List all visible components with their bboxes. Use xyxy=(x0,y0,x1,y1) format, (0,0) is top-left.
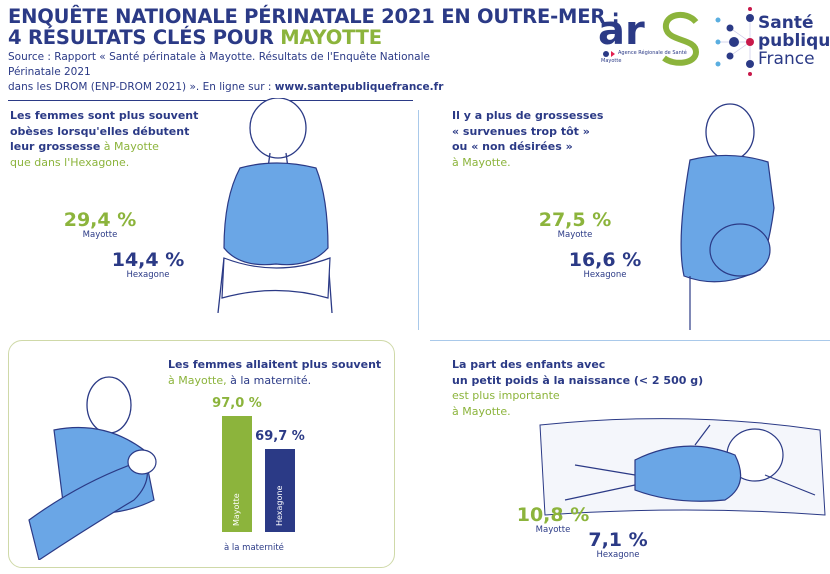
obesity-line-3-bold: leur grossesse xyxy=(10,140,101,153)
breastfeeding-line-1: Les femmes allaitent plus souvent xyxy=(168,358,382,371)
obesity-line-3-green: à Mayotte xyxy=(100,140,159,153)
chart-x-label: à la maternité xyxy=(224,543,284,553)
spf-line-1: Santé xyxy=(758,13,814,33)
birthweight-line-4: à Mayotte. xyxy=(452,404,511,418)
pregnancy-mayotte-stat: 27,5 % Mayotte xyxy=(535,210,615,240)
spf-line-2: publique xyxy=(758,31,830,51)
pregnancy-line-3: ou « non désirées » xyxy=(452,140,573,153)
stat-value: 29,4 % xyxy=(63,209,137,231)
obesity-line-2: obèses lorsqu'elles débutent xyxy=(10,124,190,138)
spf-logo-text: Santé publique France xyxy=(758,14,830,68)
bar-hexagone-label: Hexagone xyxy=(275,485,284,526)
breastfeeding-green: à Mayotte, xyxy=(168,373,227,387)
bar-mayotte: 97,0 % Mayotte xyxy=(212,396,262,532)
breastfeeding-plain: à la maternité. xyxy=(226,373,312,387)
title-line-2: 4 RÉSULTATS CLÉS POUR MAYOTTE xyxy=(8,27,619,48)
stat-value: 16,6 % xyxy=(568,249,642,271)
panel-breastfeeding-text: Les femmes allaitent plus souvent à Mayo… xyxy=(168,357,381,388)
stat-value: 14,4 % xyxy=(111,249,185,271)
obesity-line-3: leur grossesse à Mayotte xyxy=(10,139,198,155)
source-line-1: Source : Rapport « Santé périnatale à Ma… xyxy=(8,51,430,78)
birthweight-hexagone-stat: 7,1 % Hexagone xyxy=(578,530,658,560)
spf-logo-dots xyxy=(715,7,754,76)
header-divider xyxy=(8,100,413,101)
baby-illustration xyxy=(539,418,826,516)
source-line-2: dans les DROM (ENP-DROM 2021) ». En lign… xyxy=(8,80,448,95)
ars-region: Mayotte xyxy=(601,58,622,64)
source-line-2-text: dans les DROM (ENP-DROM 2021) ». En lign… xyxy=(8,81,275,93)
pregnancy-line-1: Il y a plus de grossesses xyxy=(452,109,604,122)
obesity-line-4: que dans l'Hexagone. xyxy=(10,155,130,169)
panel-divider-horizontal xyxy=(430,340,830,341)
ars-subtitle: Agence Régionale de Santé xyxy=(618,50,687,56)
birthweight-mayotte-stat: 10,8 % Mayotte xyxy=(513,505,593,535)
ars-logo: ar Agence Régionale de Santé Mayotte xyxy=(596,6,706,66)
title-highlight: MAYOTTE xyxy=(280,26,382,49)
obesity-line-1: Les femmes sont plus souvent xyxy=(10,109,199,122)
birthweight-line-2: un petit poids à la naissance (< 2 500 g… xyxy=(452,373,704,387)
pregnancy-line-4: à Mayotte. xyxy=(452,155,511,169)
panel-breastfeeding xyxy=(8,340,395,568)
pregnant-woman-illustration xyxy=(680,103,775,330)
stat-value: 10,8 % xyxy=(516,504,590,526)
pregnancy-line-2: « survenues trop tôt » xyxy=(452,124,590,138)
stat-label: Mayotte xyxy=(557,230,593,240)
stat-label: Mayotte xyxy=(535,525,571,535)
stat-label: Hexagone xyxy=(583,270,627,280)
stat-label: Hexagone xyxy=(126,270,170,280)
birthweight-line-1: La part des enfants avec xyxy=(452,358,606,371)
panel-pregnancy-text: Il y a plus de grossesses « survenues tr… xyxy=(452,108,603,170)
birthweight-line-3: est plus importante xyxy=(452,389,560,402)
bar-hexagone-value: 69,7 % xyxy=(255,428,305,444)
panel-divider-vertical xyxy=(418,110,419,330)
breastfeeding-illustration xyxy=(28,376,157,560)
stat-label: Hexagone xyxy=(596,550,640,560)
spf-line-3: France xyxy=(758,49,815,69)
stat-value: 7,1 % xyxy=(588,529,648,551)
obesity-mayotte-stat: 29,4 % Mayotte xyxy=(60,210,140,240)
obesity-hexagone-stat: 14,4 % Hexagone xyxy=(108,250,188,280)
woman-illustration xyxy=(217,98,333,313)
svg-text:ar: ar xyxy=(598,8,645,54)
breastfeeding-bar-chart: 97,0 % Mayotte 69,7 % Hexagone à la mate… xyxy=(210,395,310,565)
bar-hexagone: 69,7 % Hexagone xyxy=(255,429,305,532)
bar-mayotte-label: Mayotte xyxy=(232,493,241,526)
panel-obesity-text: Les femmes sont plus souvent obèses lors… xyxy=(10,108,198,170)
bar-mayotte-value: 97,0 % xyxy=(212,396,262,411)
spf-logo: Santé publique France xyxy=(708,4,830,76)
title-prefix: 4 RÉSULTATS CLÉS POUR xyxy=(8,26,281,49)
ars-logo-mark: ar xyxy=(598,8,700,66)
stat-label: Mayotte xyxy=(82,230,118,240)
source-text: Source : Rapport « Santé périnatale à Ma… xyxy=(8,50,448,95)
source-link[interactable]: www.santepubliquefrance.fr xyxy=(274,81,444,93)
pregnancy-hexagone-stat: 16,6 % Hexagone xyxy=(565,250,645,280)
stat-value: 27,5 % xyxy=(538,209,612,231)
panel-birthweight-text: La part des enfants avec un petit poids … xyxy=(452,357,703,419)
page-title: ENQUÊTE NATIONALE PÉRINATALE 2021 EN OUT… xyxy=(8,5,620,48)
title-line-1: ENQUÊTE NATIONALE PÉRINATALE 2021 EN OUT… xyxy=(8,5,620,28)
